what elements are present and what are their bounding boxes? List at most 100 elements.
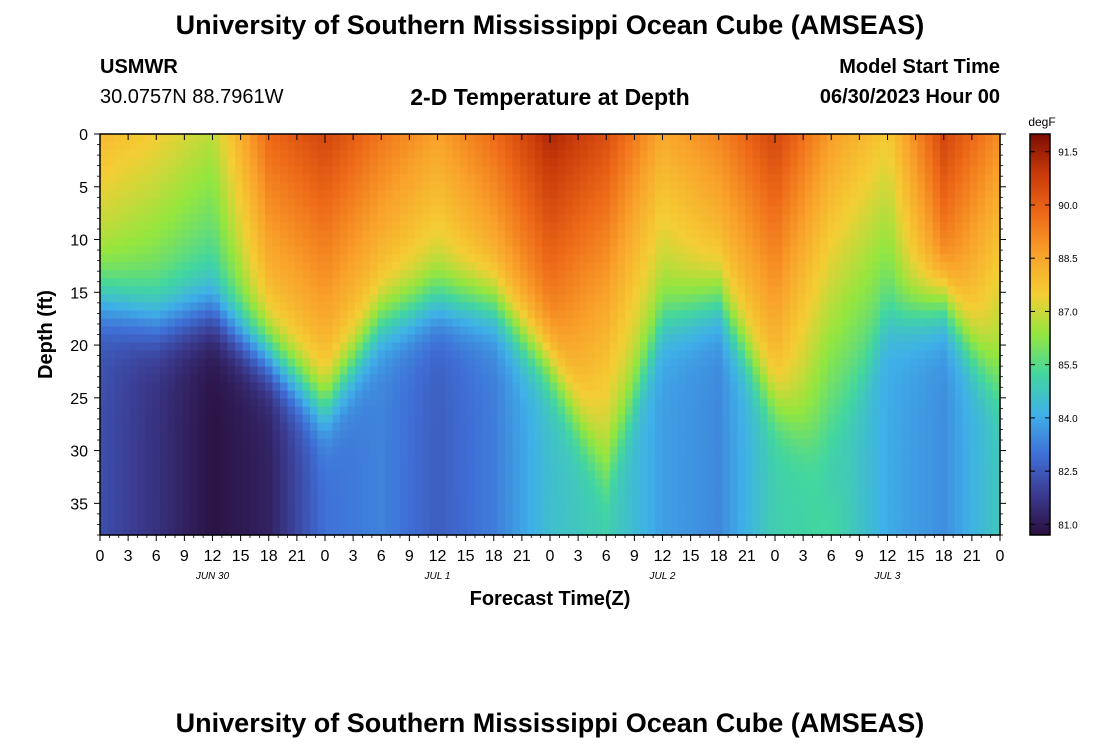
heatmap-cell: [625, 422, 634, 432]
heatmap-cell: [775, 262, 784, 271]
heatmap-cell: [265, 230, 274, 239]
heatmap-cell: [610, 294, 619, 304]
heatmap-cell: [737, 310, 746, 320]
heatmap-cell: [362, 302, 371, 312]
heatmap-cell: [392, 350, 401, 360]
heatmap-cell: [625, 526, 634, 536]
heatmap-cell: [302, 446, 311, 456]
heatmap-cell: [257, 414, 266, 424]
heatmap-cell: [370, 270, 379, 279]
heatmap-cell: [302, 310, 311, 320]
heatmap-cell: [250, 198, 259, 207]
heatmap-cell: [430, 158, 439, 167]
heatmap-cell: [542, 294, 551, 304]
heatmap-cell: [115, 494, 124, 504]
heatmap-cell: [745, 526, 754, 536]
heatmap-cell: [535, 286, 544, 295]
heatmap-cell: [662, 334, 671, 344]
heatmap-cell: [400, 254, 409, 263]
heatmap-cell: [580, 454, 589, 464]
heatmap-cell: [782, 174, 791, 183]
heatmap-cell: [340, 310, 349, 320]
heatmap-cell: [730, 166, 739, 175]
heatmap-cell: [625, 238, 634, 247]
heatmap-cell: [407, 318, 416, 328]
heatmap-cell: [400, 278, 409, 287]
heatmap-cell: [835, 286, 844, 295]
heatmap-cell: [362, 406, 371, 416]
heatmap-cell: [310, 182, 319, 191]
heatmap-cell: [610, 486, 619, 496]
heatmap-cell: [422, 430, 431, 440]
heatmap-cell: [422, 374, 431, 384]
heatmap-cell: [167, 382, 176, 392]
heatmap-cell: [272, 390, 281, 400]
heatmap-cell: [437, 518, 446, 528]
heatmap-cell: [107, 382, 116, 392]
heatmap-cell: [167, 294, 176, 304]
heatmap-cell: [610, 430, 619, 440]
heatmap-cell: [347, 174, 356, 183]
heatmap-cell: [835, 494, 844, 504]
heatmap-cell: [287, 398, 296, 408]
heatmap-cell: [685, 462, 694, 472]
heatmap-cell: [160, 150, 169, 159]
heatmap-cell: [100, 510, 109, 520]
heatmap-cell: [280, 302, 289, 312]
heatmap-cell: [370, 414, 379, 424]
heatmap-cell: [407, 494, 416, 504]
heatmap-cell: [362, 438, 371, 448]
heatmap-cell: [565, 214, 574, 223]
heatmap-cell: [190, 222, 199, 231]
heatmap-cell: [235, 406, 244, 416]
heatmap-cell: [632, 382, 641, 392]
heatmap-cell: [437, 406, 446, 416]
heatmap-cell: [550, 222, 559, 231]
heatmap-cell: [587, 318, 596, 328]
heatmap-cell: [415, 190, 424, 199]
heatmap-cell: [842, 310, 851, 320]
heatmap-cell: [377, 430, 386, 440]
heatmap-cell: [602, 182, 611, 191]
heatmap-cell: [490, 366, 499, 376]
heatmap-cell: [220, 134, 229, 143]
heatmap-cell: [130, 190, 139, 199]
heatmap-cell: [122, 222, 131, 231]
heatmap-cell: [415, 294, 424, 304]
heatmap-cell: [115, 198, 124, 207]
heatmap-cell: [107, 398, 116, 408]
heatmap-cell: [700, 206, 709, 215]
heatmap-cell: [385, 214, 394, 223]
heatmap-cell: [557, 246, 566, 255]
heatmap-cell: [317, 526, 326, 536]
heatmap-cell: [797, 158, 806, 167]
heatmap-cell: [655, 286, 664, 295]
heatmap-cell: [527, 262, 536, 271]
heatmap-cell: [685, 278, 694, 287]
heatmap-cell: [175, 470, 184, 480]
heatmap-cell: [325, 278, 334, 287]
heatmap-cell: [250, 206, 259, 215]
heatmap-cell: [167, 350, 176, 360]
heatmap-cell: [175, 238, 184, 247]
heatmap-cell: [490, 406, 499, 416]
heatmap-cell: [475, 142, 484, 151]
heatmap-cell: [377, 342, 386, 352]
heatmap-cell: [445, 182, 454, 191]
heatmap-cell: [265, 438, 274, 448]
heatmap-cell: [707, 182, 716, 191]
heatmap-cell: [782, 246, 791, 255]
heatmap-cell: [797, 198, 806, 207]
heatmap-cell: [790, 398, 799, 408]
heatmap-cell: [310, 510, 319, 520]
heatmap-cell: [310, 198, 319, 207]
heatmap-cell: [647, 278, 656, 287]
heatmap-cell: [527, 310, 536, 320]
heatmap-cell: [257, 142, 266, 151]
heatmap-cell: [137, 446, 146, 456]
heatmap-cell: [392, 406, 401, 416]
heatmap-cell: [205, 206, 214, 215]
heatmap-cell: [752, 486, 761, 496]
heatmap-cell: [107, 374, 116, 384]
heatmap-cell: [632, 518, 641, 528]
